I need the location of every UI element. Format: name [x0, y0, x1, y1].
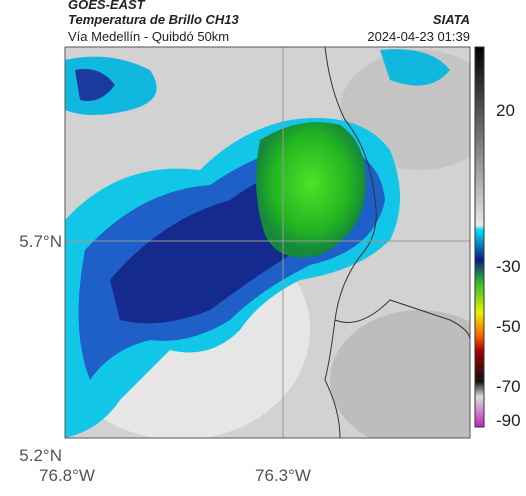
- lat-label: 5.7°N: [19, 232, 62, 251]
- product: Temperatura de Brillo CH13: [68, 12, 240, 27]
- satellite: GOES-EAST: [68, 0, 146, 12]
- satellite-image: [65, 47, 470, 438]
- colorbar-tick-label: -90: [496, 411, 521, 430]
- colorbar-tick-label: -30: [496, 257, 521, 276]
- colorbar-tick-label: -50: [496, 317, 521, 336]
- route: Vía Medellín - Quibdó 50km: [68, 29, 229, 44]
- map-frame: [64, 46, 471, 439]
- colorbar: [474, 46, 485, 428]
- colorbar-tick-label: 20: [496, 101, 515, 120]
- timestamp: 2024-04-23 01:39: [367, 29, 470, 44]
- lon-label: 76.3°W: [255, 466, 311, 485]
- colorbar-tick-label: -70: [496, 377, 521, 396]
- lat-label: 5.2°N: [19, 446, 62, 465]
- credit: SIATA: [433, 12, 470, 27]
- lon-label: 76.8°W: [39, 466, 95, 485]
